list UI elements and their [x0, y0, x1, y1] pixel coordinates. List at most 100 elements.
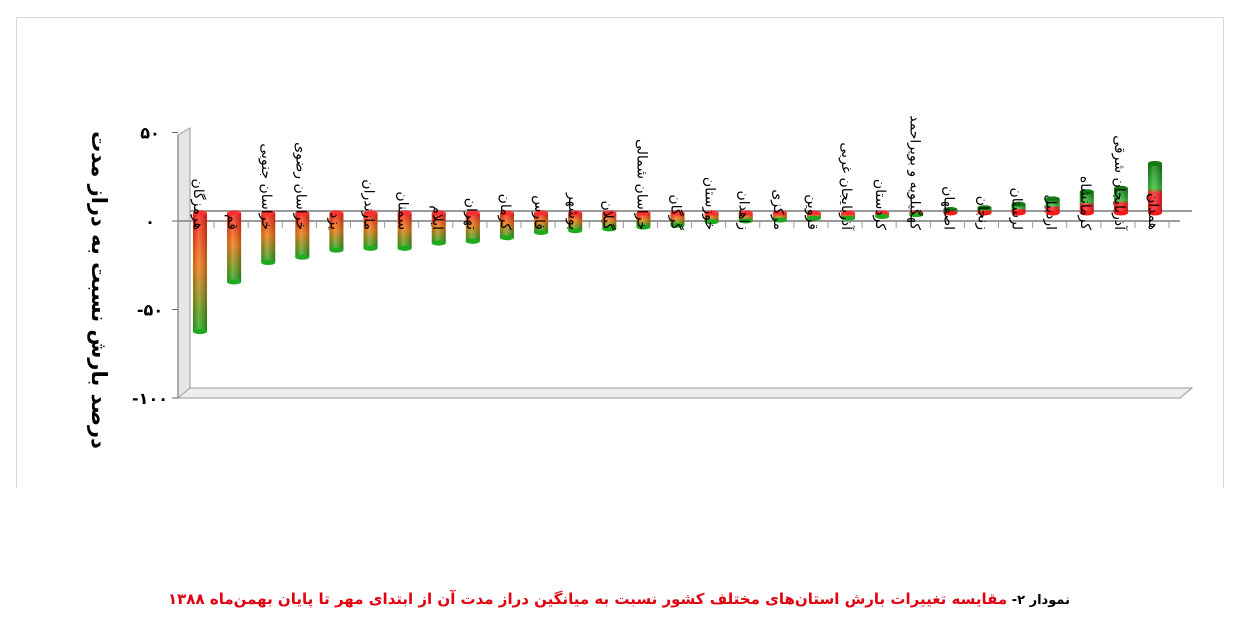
- bar-base: [875, 214, 890, 220]
- y-tick-label: -۵۰: [137, 301, 163, 320]
- x-tick-label: سمنان: [395, 191, 411, 230]
- x-tick-label: کهگیلویه و بویراحمد: [906, 115, 923, 230]
- bar-shading: [806, 213, 821, 219]
- x-tick-label: اردبیل: [1043, 194, 1059, 230]
- bar-base: [636, 224, 651, 230]
- bar: [397, 210, 412, 251]
- bar-cap: [431, 210, 446, 216]
- y-axis-label: درصد بارش نسبت به دراز مدت: [87, 131, 111, 449]
- bar-shading: [397, 213, 412, 249]
- bar-base: [1045, 210, 1060, 216]
- x-tick-label: کردستان: [872, 179, 888, 230]
- bar-cap: [499, 210, 514, 216]
- x-tick-label: خراسان جنوبی: [258, 143, 274, 230]
- x-tick-label: لرستان: [1009, 188, 1025, 231]
- bar-shading: [1148, 163, 1162, 213]
- bar-base: [602, 226, 617, 232]
- bar-cap: [568, 210, 583, 216]
- bar: [1113, 185, 1128, 216]
- x-tick-label: تهران: [463, 198, 479, 230]
- bar-cap: [465, 210, 480, 216]
- bar-shading: [499, 213, 514, 238]
- bar-cap: [602, 210, 617, 216]
- x-tick-label: خراسان شمالی: [633, 139, 649, 230]
- bar-base: [261, 260, 276, 266]
- bar-cap: [636, 210, 651, 216]
- bar-shading: [841, 213, 856, 219]
- bar-base: [772, 217, 787, 223]
- bar: [465, 210, 480, 244]
- bar: [1079, 189, 1094, 216]
- bar-cap: [397, 210, 412, 216]
- bar-shading: [670, 213, 685, 226]
- bar-cap: [806, 210, 821, 216]
- x-tick-label: اصفهان: [940, 186, 956, 230]
- bar-base: [806, 215, 821, 221]
- bar-shading: [295, 213, 310, 258]
- bar: [977, 205, 992, 216]
- bar: [568, 210, 583, 234]
- bar-base: [397, 245, 412, 251]
- bar-shading: [704, 213, 719, 222]
- bar-cap: [704, 210, 719, 216]
- bar: [943, 206, 958, 216]
- bar-shading: [568, 213, 583, 231]
- y-tick-label: -۱۰۰: [132, 389, 168, 408]
- bar-cap: [295, 210, 310, 216]
- x-tick-label: فارس: [531, 195, 547, 230]
- bar: [772, 210, 787, 223]
- x-tick-label: آذربایجان غربی: [838, 142, 855, 231]
- bar-cap: [1113, 185, 1128, 191]
- bar-base: [1113, 210, 1128, 216]
- bar: [875, 210, 890, 220]
- bar-base: [227, 279, 242, 285]
- x-tick-label: خراسان رضوی: [292, 142, 308, 230]
- bar: [1045, 196, 1060, 216]
- bar-shading: [1113, 188, 1128, 213]
- bar-cap: [738, 210, 753, 216]
- bar: [1011, 201, 1026, 216]
- x-tick-label: آذربایجان شرقی: [1111, 135, 1128, 231]
- caption-lead: نمودار ۲-: [1007, 593, 1070, 608]
- x-tick-label: زنجان: [974, 196, 990, 230]
- bar: [602, 210, 617, 232]
- y-tick-label: ۵۰: [140, 124, 160, 143]
- bar-base: [1148, 210, 1162, 216]
- floor: [176, 387, 1194, 399]
- bar: [363, 210, 378, 251]
- bar: [704, 210, 719, 225]
- bar: [193, 210, 207, 335]
- bar-cap: [261, 210, 276, 216]
- bar-cap: [841, 210, 856, 216]
- bar-cap: [875, 210, 890, 216]
- bar-shading: [1045, 198, 1060, 213]
- x-tick-label: خوزستان: [702, 177, 718, 230]
- bar: [329, 210, 344, 253]
- bar-base: [499, 235, 514, 241]
- x-tick-label: بوشهر: [565, 192, 581, 230]
- bar: [670, 210, 685, 228]
- bar-base: [363, 245, 378, 251]
- bar-cap: [534, 210, 549, 216]
- bar-base: [977, 210, 992, 216]
- bar-cap: [1148, 160, 1162, 166]
- bar-base: [465, 238, 480, 244]
- x-tick-label: گیلان: [599, 200, 616, 230]
- bar-base: [329, 247, 344, 253]
- bar-shading: [738, 213, 753, 221]
- bar-base: [295, 254, 310, 260]
- bar: [261, 210, 276, 266]
- bar: [738, 210, 753, 224]
- bar-base: [704, 219, 719, 225]
- y-tick-label: ۰: [145, 212, 155, 231]
- bar-base: [534, 229, 549, 235]
- bar: [806, 210, 821, 221]
- bar-cap: [1011, 201, 1026, 207]
- bar: [909, 210, 924, 218]
- bar-base: [1079, 210, 1094, 216]
- bar-shading: [636, 213, 651, 228]
- x-tick-label: کرمانشاه: [1077, 176, 1093, 230]
- bar-shading: [431, 213, 446, 244]
- bar-base: [431, 240, 446, 246]
